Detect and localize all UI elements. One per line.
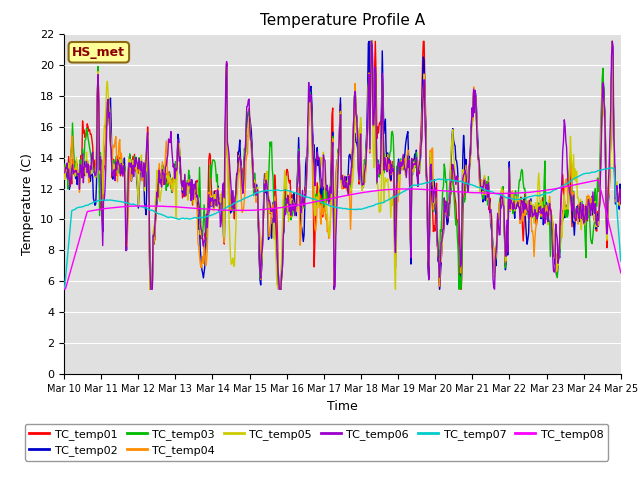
TC_temp06: [412, 162, 419, 168]
Line: TC_temp07: TC_temp07: [64, 168, 621, 289]
TC_temp06: [214, 189, 222, 194]
TC_temp04: [127, 178, 135, 184]
Line: TC_temp01: TC_temp01: [64, 41, 621, 289]
TC_temp06: [70, 168, 78, 174]
TC_temp05: [367, 38, 375, 44]
TC_temp05: [428, 178, 436, 184]
TC_temp08: [617, 270, 625, 276]
TC_temp03: [617, 192, 625, 197]
TC_temp02: [428, 186, 436, 192]
TC_temp08: [70, 256, 78, 262]
TC_temp07: [60, 286, 68, 292]
TC_temp05: [146, 286, 154, 292]
TC_temp02: [185, 179, 193, 185]
TC_temp01: [617, 201, 625, 206]
TC_temp07: [184, 216, 192, 222]
TC_temp01: [214, 194, 222, 200]
TC_temp02: [127, 178, 135, 184]
TC_temp04: [428, 145, 436, 151]
TC_temp03: [428, 168, 436, 174]
TC_temp08: [127, 203, 135, 209]
TC_temp03: [146, 286, 154, 292]
Line: TC_temp06: TC_temp06: [64, 41, 621, 289]
TC_temp07: [607, 165, 615, 171]
TC_temp01: [60, 164, 68, 170]
TC_temp01: [127, 168, 135, 173]
TC_temp01: [185, 181, 193, 187]
TC_temp02: [412, 162, 419, 168]
TC_temp07: [70, 207, 78, 213]
TC_temp04: [70, 169, 78, 175]
Line: TC_temp05: TC_temp05: [64, 41, 621, 289]
TC_temp06: [367, 38, 375, 44]
TC_temp04: [146, 286, 154, 292]
TC_temp06: [60, 170, 68, 176]
TC_temp06: [428, 182, 436, 188]
TC_temp01: [428, 197, 436, 203]
TC_temp01: [70, 166, 78, 172]
TC_temp05: [214, 194, 222, 200]
Line: TC_temp02: TC_temp02: [64, 41, 621, 289]
TC_temp05: [617, 199, 625, 204]
TC_temp03: [127, 172, 135, 178]
TC_temp08: [410, 186, 418, 192]
TC_temp02: [214, 183, 222, 189]
TC_temp04: [412, 163, 419, 169]
TC_temp06: [185, 183, 193, 189]
TC_temp08: [184, 205, 192, 211]
TC_temp07: [214, 210, 221, 216]
TC_temp05: [185, 180, 193, 186]
Line: TC_temp03: TC_temp03: [64, 41, 621, 289]
TC_temp02: [70, 163, 78, 169]
TC_temp05: [127, 168, 135, 173]
TC_temp05: [70, 168, 78, 174]
TC_temp03: [60, 161, 68, 167]
Text: HS_met: HS_met: [72, 46, 125, 59]
TC_temp04: [214, 185, 222, 191]
Line: TC_temp08: TC_temp08: [64, 180, 621, 289]
Y-axis label: Temperature (C): Temperature (C): [22, 153, 35, 255]
TC_temp04: [60, 165, 68, 171]
TC_temp03: [70, 155, 78, 160]
Line: TC_temp04: TC_temp04: [64, 41, 621, 289]
TC_temp08: [214, 207, 221, 213]
TC_temp06: [617, 200, 625, 206]
Title: Temperature Profile A: Temperature Profile A: [260, 13, 425, 28]
TC_temp03: [214, 204, 222, 210]
TC_temp07: [127, 202, 135, 207]
TC_temp02: [60, 160, 68, 166]
TC_temp06: [127, 160, 135, 166]
Legend: TC_temp01, TC_temp02, TC_temp03, TC_temp04, TC_temp05, TC_temp06, TC_temp07, TC_: TC_temp01, TC_temp02, TC_temp03, TC_temp…: [25, 424, 608, 460]
TC_temp08: [595, 177, 602, 183]
TC_temp03: [185, 168, 193, 173]
TC_temp05: [60, 173, 68, 179]
TC_temp01: [412, 161, 419, 167]
TC_temp02: [617, 201, 625, 206]
TC_temp04: [185, 177, 193, 182]
TC_temp08: [60, 286, 68, 292]
X-axis label: Time: Time: [327, 400, 358, 413]
TC_temp03: [412, 165, 419, 170]
TC_temp07: [426, 179, 434, 185]
TC_temp03: [367, 38, 375, 44]
TC_temp02: [147, 286, 155, 292]
TC_temp05: [412, 162, 419, 168]
TC_temp01: [146, 286, 154, 292]
TC_temp04: [617, 198, 625, 204]
TC_temp08: [426, 187, 434, 193]
TC_temp07: [617, 258, 625, 264]
TC_temp04: [367, 38, 375, 44]
TC_temp01: [367, 38, 375, 44]
TC_temp07: [410, 182, 418, 188]
TC_temp02: [365, 38, 373, 44]
TC_temp06: [147, 286, 155, 292]
